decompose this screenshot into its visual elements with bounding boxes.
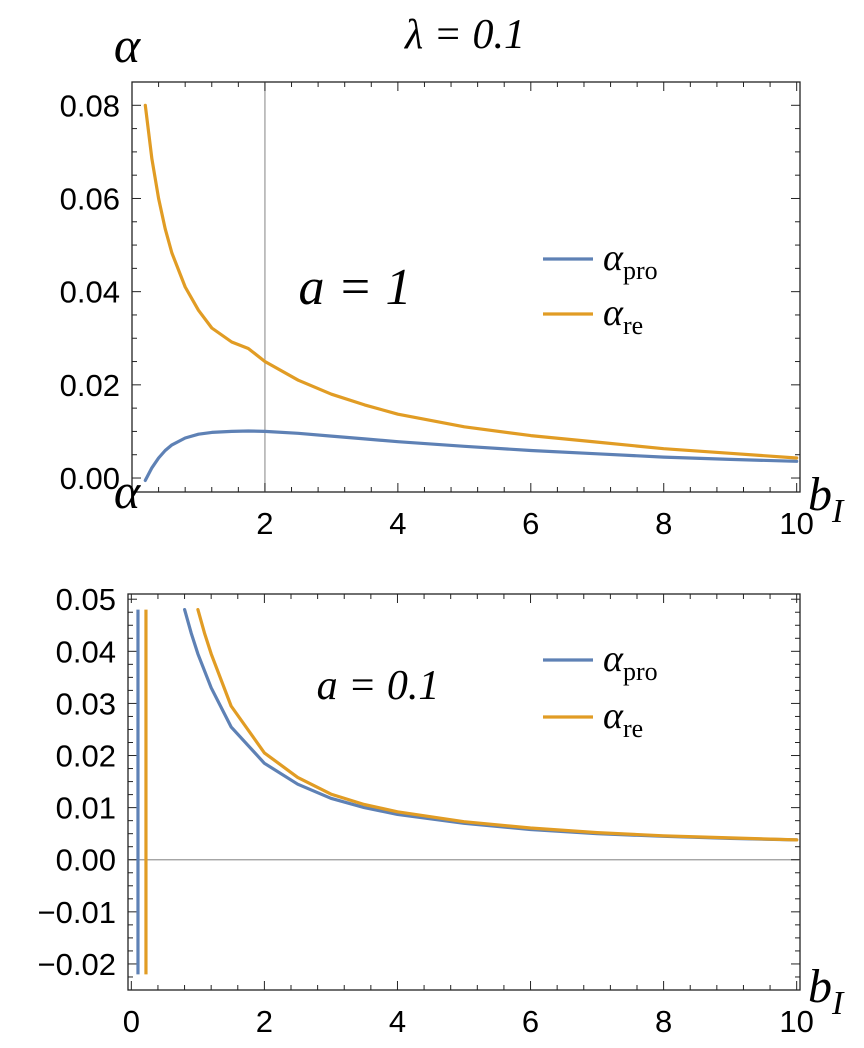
y-tick-label: −0.02: [38, 947, 116, 982]
y-tick-label: 0.00: [60, 461, 120, 496]
legend-label-main: α: [603, 237, 624, 279]
legend-label-sub: pro: [623, 657, 658, 686]
x-axis-label: bI: [808, 960, 845, 1022]
y-tick-label: −0.01: [38, 895, 116, 930]
legend-label-main: α: [603, 292, 624, 334]
y-tick-label: 0.02: [60, 368, 120, 403]
x-axis-label-sub: I: [831, 985, 845, 1022]
x-axis-label-sub: I: [831, 493, 845, 530]
series-line-re: [196, 607, 799, 842]
figure-title: λ = 0.1: [403, 12, 525, 58]
chart-bottom: 0 2 4 6 8 10 −0.02 −0.01 0.00 0.01 0.02 0.03 0.04 0.0…: [38, 463, 845, 1039]
legend-label-main: α: [603, 695, 624, 737]
y-tick-label: 0.00: [56, 843, 116, 878]
x-tick-label: 2: [256, 1004, 273, 1039]
x-tick-label: 8: [655, 506, 672, 541]
chart-top: 2 4 6 8 100.000.020.040.060.08a = 1αproαreαb…: [60, 17, 845, 541]
x-tick-label: 10: [779, 506, 813, 541]
y-axis-label: α: [114, 17, 142, 73]
legend-label-re: αre: [603, 695, 643, 743]
plot-area: [143, 103, 799, 482]
y-tick-label: 0.06: [60, 181, 120, 216]
y-tick-label: 0.01: [56, 791, 116, 826]
series-line-pro: [143, 429, 799, 482]
legend-label-pro: αpro: [603, 237, 658, 285]
x-axis-label-main: b: [808, 468, 832, 521]
series-line-pro: [183, 607, 799, 842]
x-tick-label: 0: [123, 1004, 140, 1039]
x-axis-label: bI: [808, 468, 845, 530]
legend-label-pro: αpro: [603, 638, 658, 686]
y-tick-label: 0.03: [56, 686, 116, 721]
x-tick-label: 6: [522, 1004, 539, 1039]
x-tick-label: 4: [389, 1004, 406, 1039]
y-tick-label: 0.04: [56, 634, 116, 669]
y-axis-label: α: [114, 463, 142, 519]
y-tick-label: 0.05: [56, 582, 116, 617]
x-tick-label: 10: [779, 1004, 813, 1039]
y-tick-label: 0.08: [60, 88, 120, 123]
plot-frame: [131, 81, 801, 493]
x-tick-label: 6: [522, 506, 539, 541]
y-tick-label: 0.04: [60, 275, 120, 310]
x-tick-label: 2: [256, 506, 273, 541]
plot-area: [136, 607, 799, 975]
chart-annotation: a = 1: [298, 259, 411, 316]
legend-label-sub: re: [623, 311, 643, 340]
x-axis-label-main: b: [808, 960, 832, 1013]
plot-frame: [127, 593, 801, 991]
x-tick-label: 8: [655, 1004, 672, 1039]
y-tick-label: 0.02: [56, 739, 116, 774]
legend-label-sub: pro: [623, 256, 658, 285]
chart-annotation: a = 0.1: [317, 663, 440, 709]
x-tick-label: 4: [389, 506, 406, 541]
series-line-re: [143, 103, 799, 460]
legend-label-re: αre: [603, 292, 643, 340]
legend-label-sub: re: [623, 714, 643, 743]
legend-label-main: α: [603, 638, 624, 680]
